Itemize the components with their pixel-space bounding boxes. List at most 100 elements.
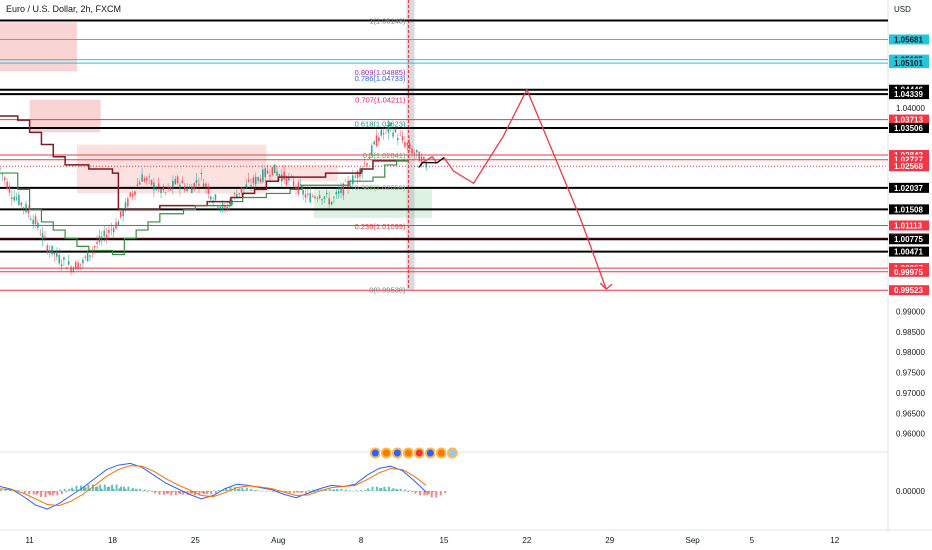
candle-body [39, 234, 42, 236]
candle-body [342, 183, 345, 196]
macd-histogram-bar [345, 489, 348, 491]
time-tick-label[interactable]: 25 [191, 536, 200, 545]
macd-histogram-bar [158, 491, 161, 495]
price-tag-label: 1.00471 [894, 248, 923, 257]
time-tick-label[interactable]: 18 [108, 536, 117, 545]
macd-histogram-bar [82, 486, 85, 491]
price-tick-label[interactable]: 0.96500 [896, 409, 925, 418]
price-tag-label: 1.02568 [894, 162, 923, 171]
macd-histogram-bar [399, 488, 402, 491]
candle-body [292, 181, 295, 187]
price-tick-label[interactable]: 0.99000 [896, 308, 925, 317]
fib-level-label[interactable]: 0.618(1.03623) [355, 119, 406, 128]
macd-histogram-bar [210, 491, 213, 495]
macd-histogram-bar [112, 488, 115, 491]
time-tick-label[interactable]: 8 [359, 536, 364, 545]
candle-body [207, 188, 210, 194]
macd-histogram-bar [411, 491, 414, 493]
candle-body [186, 187, 188, 191]
candle-body [307, 193, 309, 195]
price-tag-label: 1.02727 [894, 156, 923, 165]
macd-histogram-bar [404, 489, 407, 491]
macd-histogram-bar [316, 489, 319, 491]
candle-body [122, 210, 124, 217]
time-tick-label[interactable]: 29 [605, 536, 614, 545]
macd-histogram-bar [229, 487, 232, 491]
candle-body [138, 182, 141, 185]
candle-body [193, 183, 195, 190]
forecast-line[interactable] [422, 88, 607, 290]
horizontal-levels[interactable] [0, 19, 888, 291]
candle-body [262, 169, 264, 182]
candle-body [323, 196, 326, 199]
forecast-arrowhead [599, 282, 613, 290]
time-tick-label[interactable]: 22 [522, 536, 531, 545]
event-flag-icon [371, 449, 379, 457]
candle-body [366, 163, 368, 166]
candle-body [415, 149, 418, 153]
candle-body [8, 186, 11, 193]
fib-level-label[interactable]: 0.809(1.04885) [355, 68, 406, 77]
price-tick-label[interactable]: 1.04000 [896, 104, 925, 113]
candle-body [231, 199, 233, 205]
candle-body [58, 254, 60, 264]
macd-histogram-bar [293, 491, 296, 494]
macd-histogram-bar [198, 491, 201, 496]
time-axis[interactable]: 11 18 25 Aug 8 15 22 29 Sep 5 12 [25, 536, 839, 545]
macd-histogram-bar [91, 484, 94, 491]
candle-body [233, 193, 236, 195]
fibonacci-retracement[interactable]: 1(1.06148) 0.809(1.04885)0.786(1.04733) 0.… [355, 16, 406, 294]
economic-events[interactable] [368, 446, 459, 460]
macd-histogram-bar [260, 491, 263, 492]
price-tick-label[interactable]: 0.97000 [896, 389, 925, 398]
macd-histogram-bar [248, 490, 251, 492]
price-tag [889, 220, 929, 231]
fib-level-label[interactable]: 0.5(1.02841) [363, 151, 406, 160]
forecast-path[interactable] [418, 88, 613, 290]
macd-histogram-bar [238, 488, 241, 491]
time-tick-label[interactable]: 5 [750, 536, 755, 545]
fib-level-label[interactable]: 0.382(1.02059) [355, 183, 406, 192]
candle-body [141, 174, 143, 182]
fib-level-label[interactable]: 0.707(1.04211) [355, 95, 406, 104]
price-tick-label[interactable]: 0.98500 [896, 328, 925, 337]
macd-histogram-bar [146, 491, 149, 493]
candle-body [316, 198, 319, 199]
currency-label: USD [894, 5, 911, 14]
candle-body [375, 135, 378, 147]
macd-histogram-bar [75, 485, 78, 491]
macd-histogram-bar [87, 484, 90, 491]
price-axis[interactable]: 1.04000 0.99000 0.98500 0.98000 0.97500 0.970… [896, 104, 925, 496]
time-tick-label[interactable]: 12 [830, 536, 839, 545]
candle-body [48, 250, 51, 253]
candle-body [245, 184, 248, 188]
price-tick-label[interactable]: 0.98000 [896, 348, 925, 357]
candle-body [110, 229, 113, 230]
black-arrow [418, 157, 445, 168]
chart-title: Euro / U.S. Dollar, 2h, FXCM [6, 4, 121, 14]
time-tick-label[interactable]: Sep [686, 536, 701, 545]
candle-body [70, 266, 72, 273]
candle-body [53, 252, 56, 255]
time-tick-label[interactable]: 11 [25, 536, 34, 545]
candle-body [408, 142, 411, 149]
candle-body [240, 187, 243, 193]
candle-body [191, 187, 193, 194]
fib-level-label[interactable]: 0.786(1.04733) [355, 74, 406, 83]
macd-histogram-bar [94, 486, 97, 491]
fib-level-label[interactable]: 1(1.06148) [369, 16, 406, 25]
price-tick-label[interactable]: 0.96000 [896, 430, 925, 439]
time-tick-label[interactable]: 15 [440, 536, 449, 545]
time-tick-label[interactable]: Aug [271, 536, 285, 545]
macd-histogram-bar [284, 491, 287, 493]
candle-body [198, 183, 200, 186]
candle-body [3, 177, 6, 180]
fib-level-label[interactable]: 0.236(1.01099) [355, 222, 406, 231]
candle-body [51, 245, 53, 255]
price-tick-label[interactable]: 0.97500 [896, 369, 925, 378]
fib-level-label[interactable]: 0(0.99538) [369, 286, 406, 295]
macd-histogram-bar [47, 491, 50, 494]
candle-body [46, 245, 49, 253]
candle-body [96, 241, 98, 244]
